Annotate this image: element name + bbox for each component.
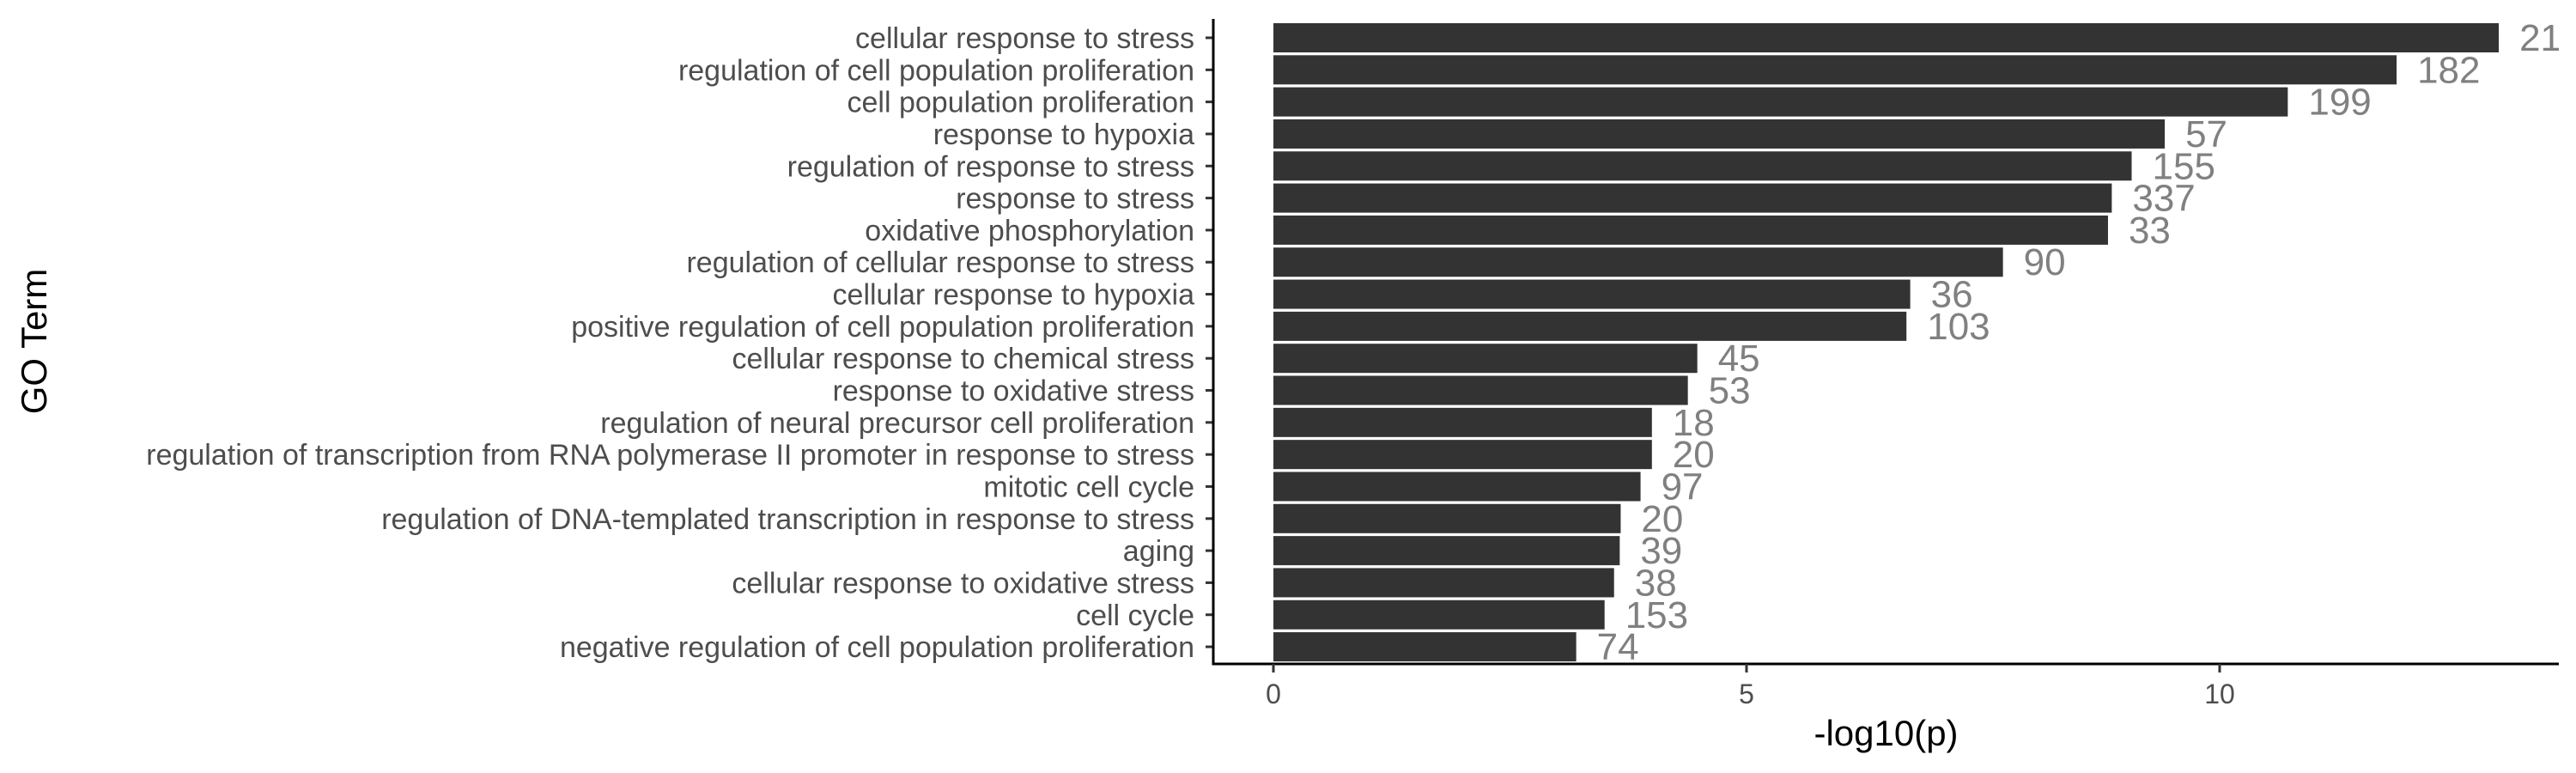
x-axis-title: -log10(p) (1814, 713, 1958, 753)
bar-12 (1273, 407, 1652, 437)
y-tick-label-5: response to stress (956, 183, 1194, 216)
bar-count-label-6: 33 (2129, 210, 2171, 252)
bar-count-label-4: 155 (2153, 145, 2215, 187)
bar-6 (1273, 215, 2108, 245)
y-tick-label-18: cell cycle (1076, 600, 1194, 632)
bar-count-label-0: 213 (2519, 17, 2576, 59)
bar-11 (1273, 375, 1688, 405)
bar-count-label-18: 153 (1625, 594, 1688, 636)
bar-count-label-14: 97 (1662, 466, 1704, 508)
bar-count-label-3: 57 (2185, 113, 2227, 155)
y-tick-label-11: response to oxidative stress (833, 375, 1194, 408)
bar-count-label-7: 90 (2024, 241, 2066, 283)
bar-count-label-10: 45 (1718, 338, 1760, 380)
y-tick-label-14: mitotic cell cycle (983, 471, 1194, 503)
y-tick-label-13: regulation of transcription from RNA pol… (146, 439, 1194, 472)
bar-8 (1273, 279, 1911, 309)
y-tick-label-8: cellular response to hypoxia (833, 279, 1195, 312)
bar-count-label-15: 20 (1641, 498, 1683, 540)
bar-15 (1273, 503, 1621, 533)
bar-2 (1273, 87, 2288, 117)
bar-0 (1273, 23, 2500, 52)
y-tick-label-15: regulation of DNA-templated transcriptio… (381, 503, 1194, 536)
bar-16 (1273, 536, 1620, 566)
x-tick-label-2: 10 (2204, 679, 2235, 709)
bars-layer (1273, 23, 2500, 662)
bar-4 (1273, 151, 2132, 181)
bar-count-label-1: 182 (2417, 49, 2480, 91)
y-tick-label-6: oxidative phosphorylation (865, 215, 1194, 247)
bar-17 (1273, 568, 1614, 598)
bar-1 (1273, 55, 2397, 85)
bar-count-label-12: 18 (1673, 402, 1715, 444)
bar-count-label-16: 39 (1640, 530, 1682, 572)
axes-layer: 0 5 10 (1206, 19, 2559, 709)
x-tick-label-1: 5 (1739, 679, 1754, 709)
x-tick-label-0: 0 (1266, 679, 1281, 709)
bar-count-label-5: 337 (2132, 178, 2195, 220)
y-tick-label-0: cellular response to stress (855, 22, 1194, 55)
bar-10 (1273, 344, 1698, 374)
bar-count-label-17: 38 (1635, 562, 1677, 604)
y-tick-label-16: aging (1123, 535, 1194, 568)
bar-18 (1273, 600, 1605, 630)
y-tick-label-12: regulation of neural precursor cell prol… (600, 407, 1194, 440)
y-tick-label-9: positive regulation of cell population p… (571, 311, 1194, 344)
bar-count-label-2: 199 (2308, 82, 2371, 124)
bar-9 (1273, 311, 1907, 341)
bar-count-label-8: 36 (1931, 274, 1973, 316)
bar-count-label-19: 74 (1597, 626, 1639, 668)
count-labels-layer: 2131821995715533733903610345531820972039… (1597, 17, 2576, 668)
y-tick-label-10: cellular response to chemical stress (732, 343, 1194, 375)
y-tick-label-1: regulation of cell population proliferat… (678, 54, 1194, 87)
bar-13 (1273, 440, 1652, 470)
y-tick-label-19: negative regulation of cell population p… (560, 631, 1194, 664)
y-tick-label-7: regulation of cellular response to stres… (686, 247, 1194, 279)
y-tick-label-4: regulation of response to stress (787, 150, 1194, 183)
bar-count-label-11: 53 (1709, 370, 1751, 412)
bar-count-label-13: 20 (1673, 434, 1715, 476)
y-tick-label-2: cell population proliferation (848, 87, 1194, 119)
bar-14 (1273, 472, 1641, 502)
y-tick-label-3: response to hypoxia (933, 119, 1194, 151)
y-axis-title: GO Term (14, 269, 54, 415)
bar-19 (1273, 632, 1577, 662)
bar-5 (1273, 183, 2112, 213)
bar-7 (1273, 247, 2003, 277)
bar-3 (1273, 119, 2166, 149)
bar-count-label-9: 103 (1927, 306, 1990, 348)
y-tick-label-17: cellular response to oxidative stress (732, 567, 1194, 600)
